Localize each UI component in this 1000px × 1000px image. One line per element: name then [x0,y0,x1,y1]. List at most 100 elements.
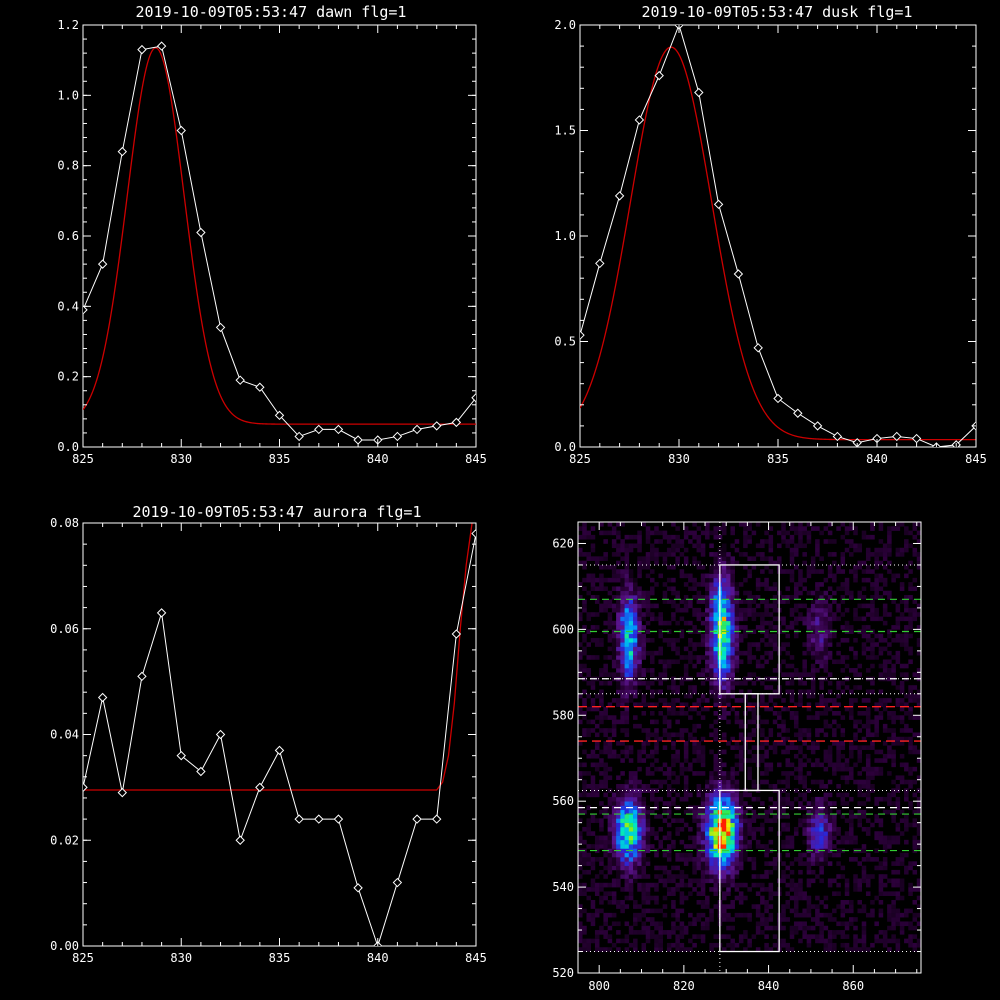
heatmap-cell [819,595,824,600]
heatmap-cell [628,672,634,677]
heatmap-cell [734,831,740,836]
heatmap-cell [798,680,803,686]
heatmap-cell [832,942,837,948]
heatmap-cell [730,736,735,742]
heatmap-cell [713,702,719,707]
heatmap-cell [700,582,706,587]
heatmap-cell [726,904,731,909]
heatmap-cell [899,912,905,918]
heatmap-cell [861,934,867,939]
heatmap-cell [633,543,638,549]
heatmap-cell [751,796,757,802]
heatmap-cell [806,745,812,750]
heatmap-cell [645,753,651,759]
heatmap-cell [675,689,680,695]
heatmap-cell [802,796,807,802]
heatmap-cell [700,706,706,712]
heatmap-cell [675,792,680,798]
heatmap-cell [827,586,833,592]
heatmap-cell [768,685,774,690]
heatmap-cell [832,852,837,858]
heatmap-cell [611,844,617,849]
heatmap-cell [798,522,803,527]
heatmap-cell [578,861,583,866]
heatmap-cell [599,573,604,579]
heatmap-cell [743,848,748,854]
heatmap-cell [857,749,863,755]
heatmap-cell [755,874,761,879]
heatmap-cell [747,887,752,892]
heatmap-cell [599,839,604,845]
heatmap-cell [599,771,604,776]
heatmap-cell [696,784,702,789]
heatmap-cell [916,672,922,677]
heatmap-cell [815,912,820,918]
heatmap-cell [882,582,888,587]
heatmap-cell [878,595,884,600]
heatmap-cell [806,801,812,806]
heatmap-cell [878,547,884,553]
heatmap-cell [700,693,706,699]
heatmap-cell [628,882,634,888]
heatmap-cell [743,612,748,617]
aurora-data-point [117,787,128,798]
heatmap-cell [700,668,706,673]
heatmap-cell [705,620,710,626]
heatmap-cell [743,522,748,527]
heatmap-cell [743,814,748,819]
heatmap-cell [705,633,710,639]
heatmap-cell [899,852,905,858]
heatmap-cell [726,852,731,858]
heatmap-cell [641,882,647,888]
heatmap-cell [861,650,867,656]
heatmap-cell [878,560,884,566]
heatmap-xtick-label: 860 [842,979,864,993]
heatmap-cell [633,869,638,875]
heatmap-cell [738,625,744,630]
heatmap-cell [633,586,638,592]
heatmap-cell [633,715,638,720]
heatmap-cell [705,646,710,652]
heatmap-cell [904,736,909,742]
heatmap-cell [810,917,816,922]
heatmap-cell [819,844,824,849]
heatmap-cell [709,912,714,918]
heatmap-cell [624,547,630,553]
heatmap-cell [645,899,651,905]
heatmap-cell [713,942,719,948]
heatmap-cell [594,625,600,630]
heatmap-cell [874,655,879,660]
heatmap-cell [628,831,634,836]
heatmap-cell [904,779,909,785]
heatmap-cell [599,887,604,892]
heatmap-cell [819,642,824,647]
heatmap-cell [815,908,820,914]
heatmap-cell [764,539,769,544]
heatmap-cell [734,796,740,802]
heatmap-cell [806,938,812,944]
heatmap-cell [624,603,630,609]
heatmap-cell [806,758,812,763]
heatmap-cell [603,779,608,785]
heatmap-cell [611,899,617,905]
heatmap-cell [764,741,769,746]
heatmap-cell [641,912,647,918]
heatmap-cell [747,749,752,755]
heatmap-cell [578,865,583,871]
heatmap-cell [616,698,621,703]
heatmap-cell [849,702,854,707]
heatmap-cell [764,779,769,785]
heatmap-cell [793,719,799,725]
dawn-data-point [137,44,147,55]
heatmap-cell [628,625,634,630]
heatmap-cell [865,792,871,798]
heatmap-cell [616,784,621,789]
heatmap-cell [696,547,702,553]
heatmap-cell [666,835,672,841]
heatmap-cell [649,543,655,549]
heatmap-cell [785,569,791,574]
heatmap-cell [599,835,604,841]
heatmap-cell [836,930,841,935]
heatmap-cell [620,650,625,656]
heatmap-cell [827,530,833,536]
